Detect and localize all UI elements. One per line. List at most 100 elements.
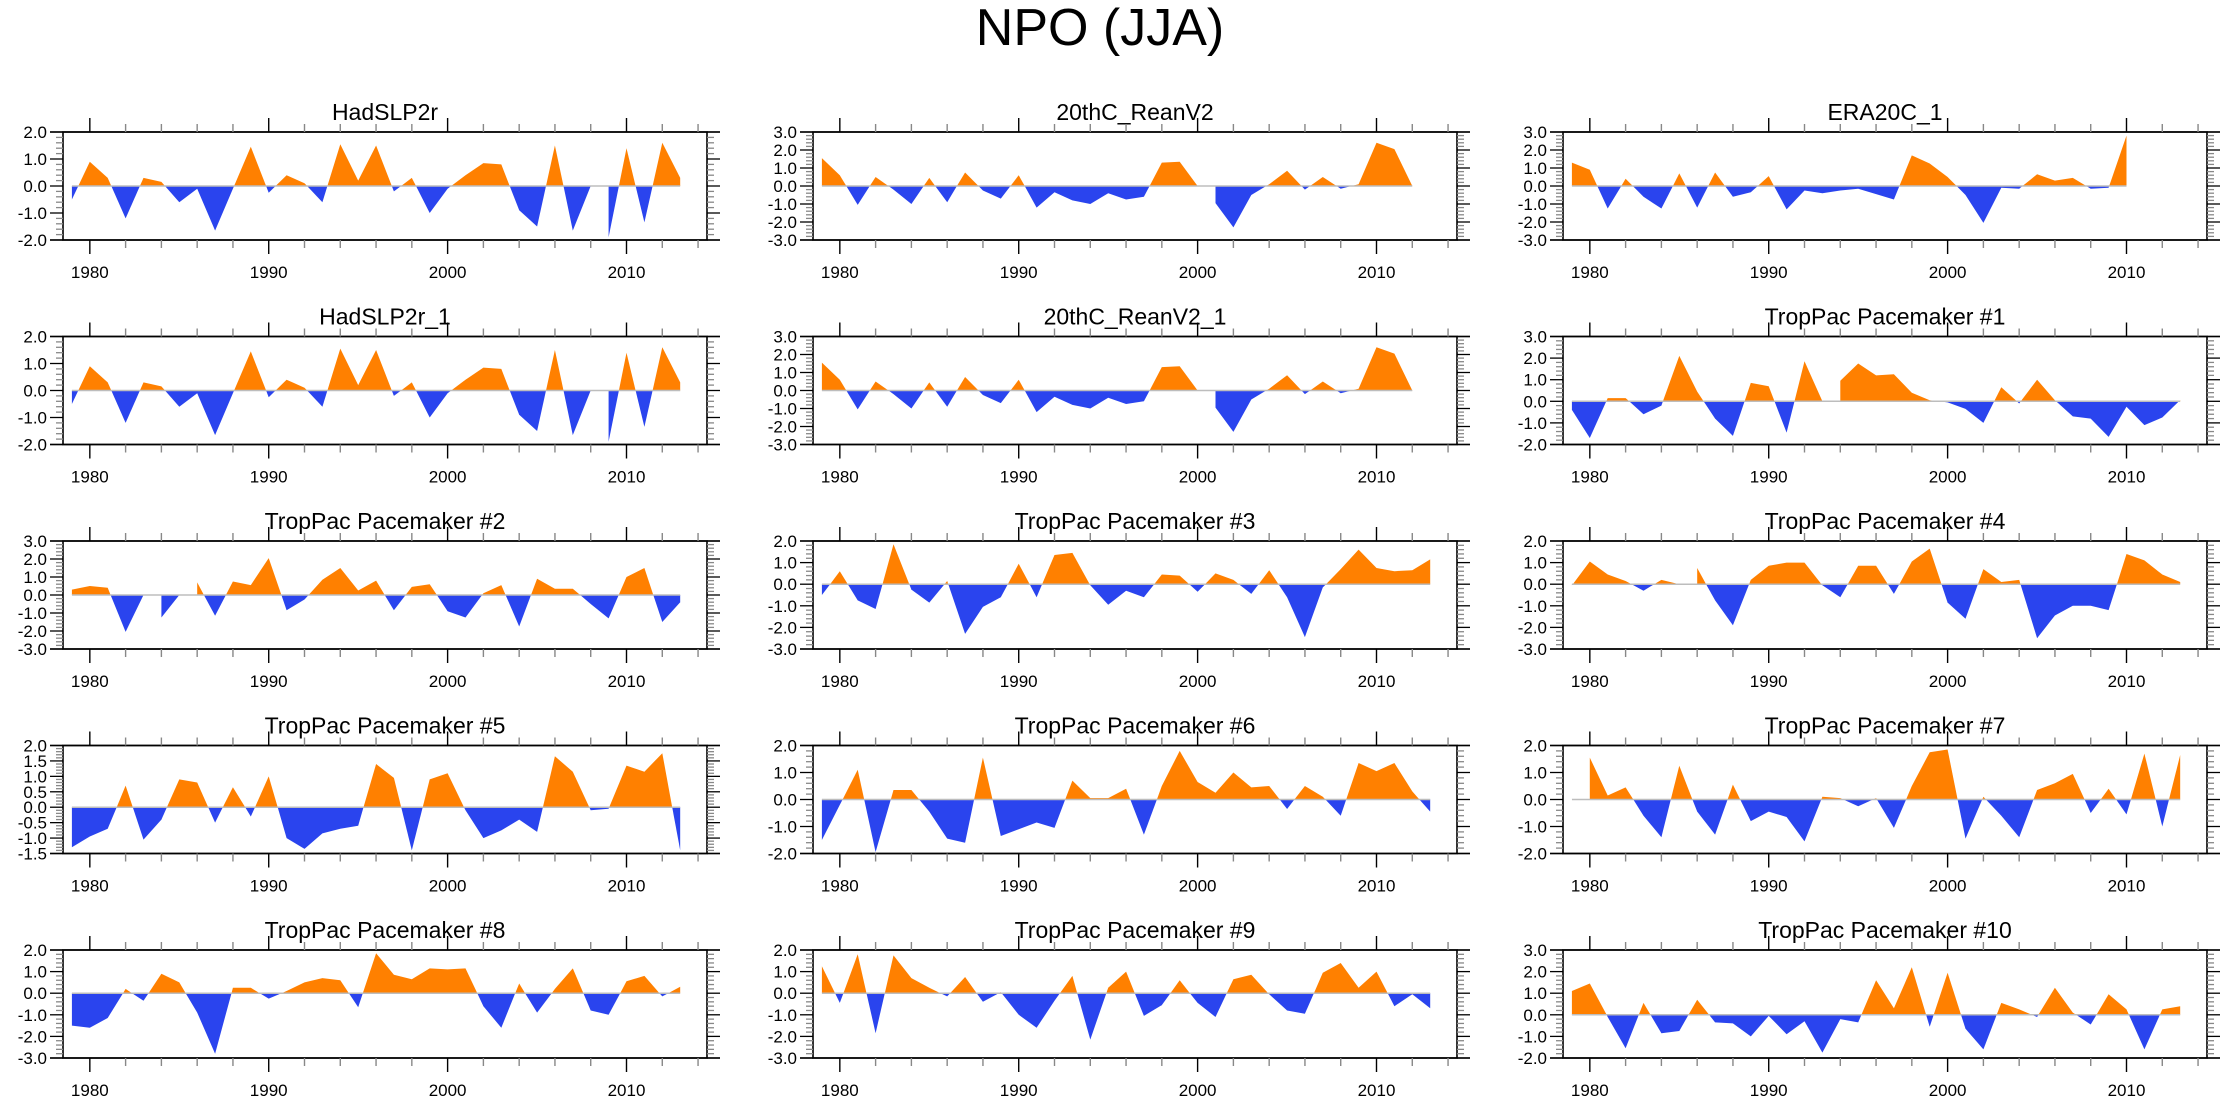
negative-anomaly-fill — [1130, 799, 1157, 835]
negative-anomaly-fill — [1685, 186, 1709, 208]
negative-anomaly-fill — [266, 186, 276, 193]
panel-title: TropPac Pacemaker #9 — [1015, 917, 1256, 943]
positive-anomaly-fill — [843, 954, 867, 994]
y-tick-label: 3.0 — [773, 123, 797, 142]
y-tick-label: 1.0 — [1523, 984, 1547, 1003]
positive-anomaly-fill — [821, 158, 847, 186]
negative-anomaly-fill — [509, 390, 546, 431]
panel-title: TropPac Pacemaker #1 — [1765, 304, 2006, 330]
negative-anomaly-fill — [1089, 584, 1155, 605]
positive-anomaly-fill — [1727, 784, 1741, 800]
positive-anomaly-fill — [281, 978, 349, 994]
positive-anomaly-fill — [401, 177, 416, 186]
y-tick-label: -1.0 — [768, 818, 797, 837]
panel-title: ERA20C_1 — [1827, 99, 1942, 125]
negative-anomaly-fill — [847, 584, 883, 609]
negative-anomaly-fill — [266, 390, 276, 398]
positive-anomaly-fill — [923, 177, 936, 186]
negative-anomaly-fill — [1706, 584, 1750, 626]
negative-anomaly-fill — [976, 993, 999, 1002]
negative-anomaly-fill — [71, 807, 117, 848]
negative-anomaly-fill — [1301, 186, 1311, 190]
positive-anomaly-fill — [116, 785, 133, 808]
positive-anomaly-fill — [1065, 780, 1131, 800]
x-tick-label: 1980 — [821, 1081, 859, 1100]
y-tick-label: -2.0 — [1518, 213, 1547, 232]
negative-anomaly-fill — [505, 595, 531, 627]
positive-anomaly-fill — [482, 585, 506, 595]
positive-anomaly-fill — [620, 975, 660, 994]
y-tick-label: 3.0 — [1523, 328, 1547, 347]
negative-anomaly-fill — [1077, 993, 1107, 1040]
negative-anomaly-fill — [416, 186, 452, 213]
y-tick-label: 0.5 — [23, 783, 47, 802]
negative-anomaly-fill — [919, 799, 975, 843]
positive-anomaly-fill — [1899, 155, 1957, 186]
y-tick-label: 2.0 — [1523, 963, 1547, 982]
negative-anomaly-fill — [307, 390, 328, 407]
x-tick-label: 1990 — [1000, 263, 1038, 282]
negative-anomaly-fill — [245, 807, 255, 817]
y-tick-label: 2.0 — [1523, 532, 1547, 551]
positive-anomaly-fill — [1106, 971, 1135, 994]
x-tick-label: 2000 — [1179, 877, 1217, 896]
negative-anomaly-fill — [1692, 799, 1728, 835]
x-tick-label: 2010 — [2108, 468, 2146, 487]
negative-anomaly-fill — [1821, 584, 1848, 598]
positive-anomaly-fill — [2109, 135, 2127, 186]
negative-anomaly-fill — [111, 390, 140, 423]
panel-title: 20thC_ReanV2 — [1056, 99, 1213, 125]
negative-anomaly-fill — [1961, 1014, 1997, 1050]
negative-anomaly-fill — [846, 390, 870, 410]
negative-anomaly-fill — [71, 390, 79, 404]
positive-anomaly-fill — [166, 779, 209, 808]
panel-title: TropPac Pacemaker #3 — [1015, 508, 1256, 534]
figure-title: NPO (JJA) — [976, 0, 1224, 57]
negative-anomaly-fill — [1278, 584, 1326, 638]
negative-anomaly-fill — [978, 390, 1011, 404]
y-tick-label: 1.0 — [773, 764, 797, 783]
positive-anomaly-fill — [821, 966, 836, 994]
positive-anomaly-fill — [2100, 788, 2117, 800]
positive-anomaly-fill — [422, 773, 464, 808]
negative-anomaly-fill — [401, 807, 423, 851]
positive-anomaly-fill — [1688, 999, 1710, 1015]
y-tick-label: -2.0 — [1518, 618, 1547, 637]
positive-anomaly-fill — [1571, 162, 1598, 186]
x-tick-label: 2000 — [1929, 1081, 1967, 1100]
y-tick-label: -1.0 — [768, 1006, 797, 1025]
positive-anomaly-fill — [668, 986, 681, 994]
x-tick-label: 1990 — [1750, 468, 1788, 487]
y-tick-label: 1.5 — [23, 752, 47, 771]
positive-anomaly-fill — [1351, 142, 1413, 186]
positive-anomaly-fill — [197, 582, 204, 595]
positive-anomaly-fill — [1933, 972, 1961, 1015]
x-tick-label: 1980 — [821, 468, 859, 487]
negative-anomaly-fill — [1938, 401, 1995, 423]
negative-anomaly-fill — [2116, 799, 2131, 815]
panel-title: TropPac Pacemaker #8 — [265, 917, 506, 943]
positive-anomaly-fill — [1996, 1002, 2032, 1015]
negative-anomaly-fill — [1703, 401, 1745, 436]
negative-anomaly-fill — [1238, 584, 1259, 594]
negative-anomaly-fill — [1215, 390, 1267, 432]
y-tick-label: -3.0 — [1518, 231, 1547, 250]
x-tick-label: 2010 — [1358, 672, 1396, 691]
x-tick-label: 2000 — [429, 672, 467, 691]
positive-anomaly-fill — [609, 753, 673, 808]
x-tick-label: 1990 — [1750, 1081, 1788, 1100]
negative-anomaly-fill — [165, 186, 235, 231]
positive-anomaly-fill — [821, 362, 847, 391]
negative-anomaly-fill — [1774, 186, 1900, 210]
y-tick-label: 0.0 — [773, 984, 797, 1003]
positive-anomaly-fill — [275, 175, 308, 186]
negative-anomaly-fill — [1650, 1014, 1689, 1034]
panel-title: 20thC_ReanV2_1 — [1044, 304, 1227, 330]
positive-anomaly-fill — [1010, 379, 1025, 391]
positive-anomaly-fill — [869, 381, 889, 391]
x-tick-label: 2010 — [2108, 672, 2146, 691]
y-tick-label: -3.0 — [768, 436, 797, 455]
y-tick-label: 2.0 — [23, 328, 47, 347]
y-tick-label: 1.0 — [1523, 554, 1547, 573]
